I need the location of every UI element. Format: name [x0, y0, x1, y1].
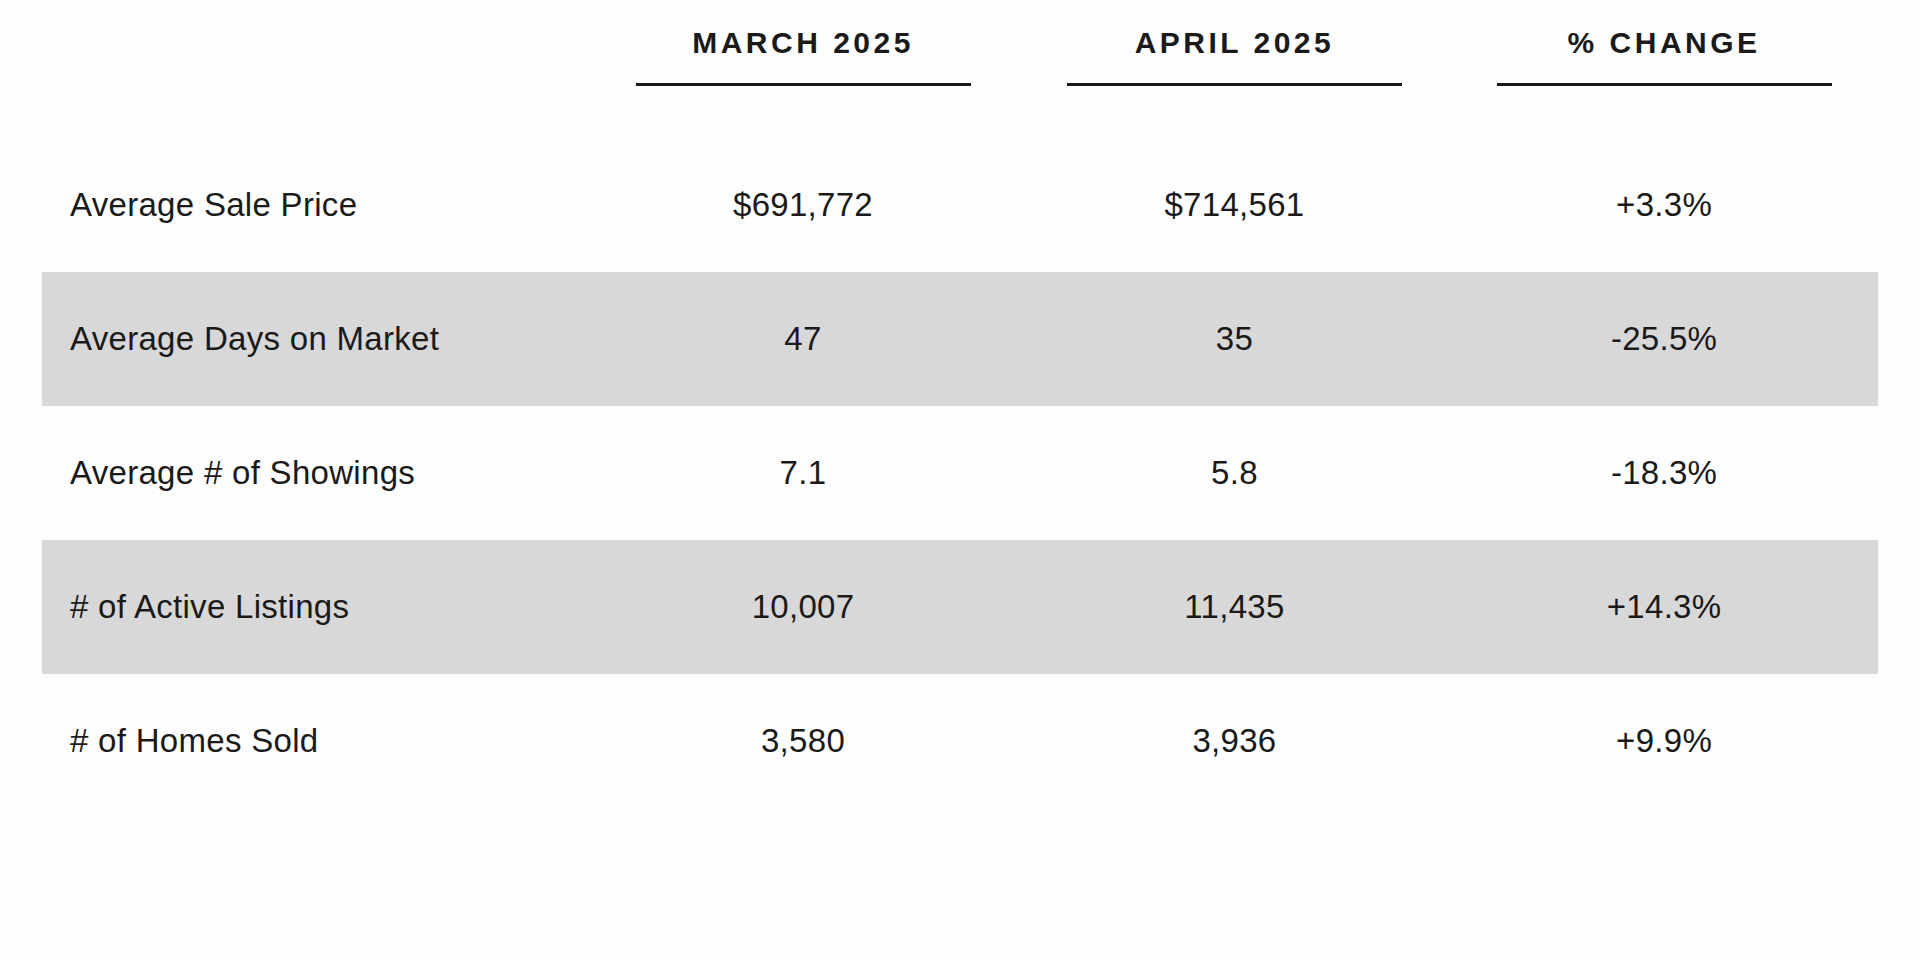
- column-header-change: % CHANGE: [1450, 26, 1878, 138]
- change-value: -18.3%: [1450, 454, 1878, 492]
- april-value: 35: [1019, 320, 1450, 358]
- table-row: Average # of Showings 7.1 5.8 -18.3%: [42, 406, 1878, 540]
- change-value: -25.5%: [1450, 320, 1878, 358]
- april-value: 3,936: [1019, 722, 1450, 760]
- row-label: Average # of Showings: [42, 454, 587, 492]
- column-header-march-label: MARCH 2025: [692, 26, 914, 60]
- change-value: +14.3%: [1450, 588, 1878, 626]
- table-row: Average Days on Market 47 35 -25.5%: [42, 272, 1878, 406]
- april-value: $714,561: [1019, 186, 1450, 224]
- row-label: Average Days on Market: [42, 320, 587, 358]
- row-label: # of Active Listings: [42, 588, 587, 626]
- table-body: Average Sale Price $691,772 $714,561 +3.…: [42, 138, 1878, 808]
- table-header-row: MARCH 2025 APRIL 2025 % CHANGE: [42, 0, 1878, 138]
- header-underline: [1497, 83, 1832, 86]
- march-value: $691,772: [587, 186, 1018, 224]
- change-value: +9.9%: [1450, 722, 1878, 760]
- market-stats-table: MARCH 2025 APRIL 2025 % CHANGE Average S…: [42, 0, 1878, 808]
- table-row: # of Active Listings 10,007 11,435 +14.3…: [42, 540, 1878, 674]
- march-value: 3,580: [587, 722, 1018, 760]
- column-header-change-label: % CHANGE: [1568, 26, 1761, 60]
- column-header-april-label: APRIL 2025: [1135, 26, 1335, 60]
- april-value: 5.8: [1019, 454, 1450, 492]
- header-spacer-cell: [42, 26, 587, 138]
- column-header-march: MARCH 2025: [587, 26, 1018, 138]
- march-value: 7.1: [587, 454, 1018, 492]
- table-row: Average Sale Price $691,772 $714,561 +3.…: [42, 138, 1878, 272]
- table-row: # of Homes Sold 3,580 3,936 +9.9%: [42, 674, 1878, 808]
- april-value: 11,435: [1019, 588, 1450, 626]
- march-value: 10,007: [587, 588, 1018, 626]
- row-label: # of Homes Sold: [42, 722, 587, 760]
- march-value: 47: [587, 320, 1018, 358]
- row-label: Average Sale Price: [42, 186, 587, 224]
- column-header-april: APRIL 2025: [1019, 26, 1450, 138]
- header-underline: [1067, 83, 1402, 86]
- header-underline: [636, 83, 971, 86]
- change-value: +3.3%: [1450, 186, 1878, 224]
